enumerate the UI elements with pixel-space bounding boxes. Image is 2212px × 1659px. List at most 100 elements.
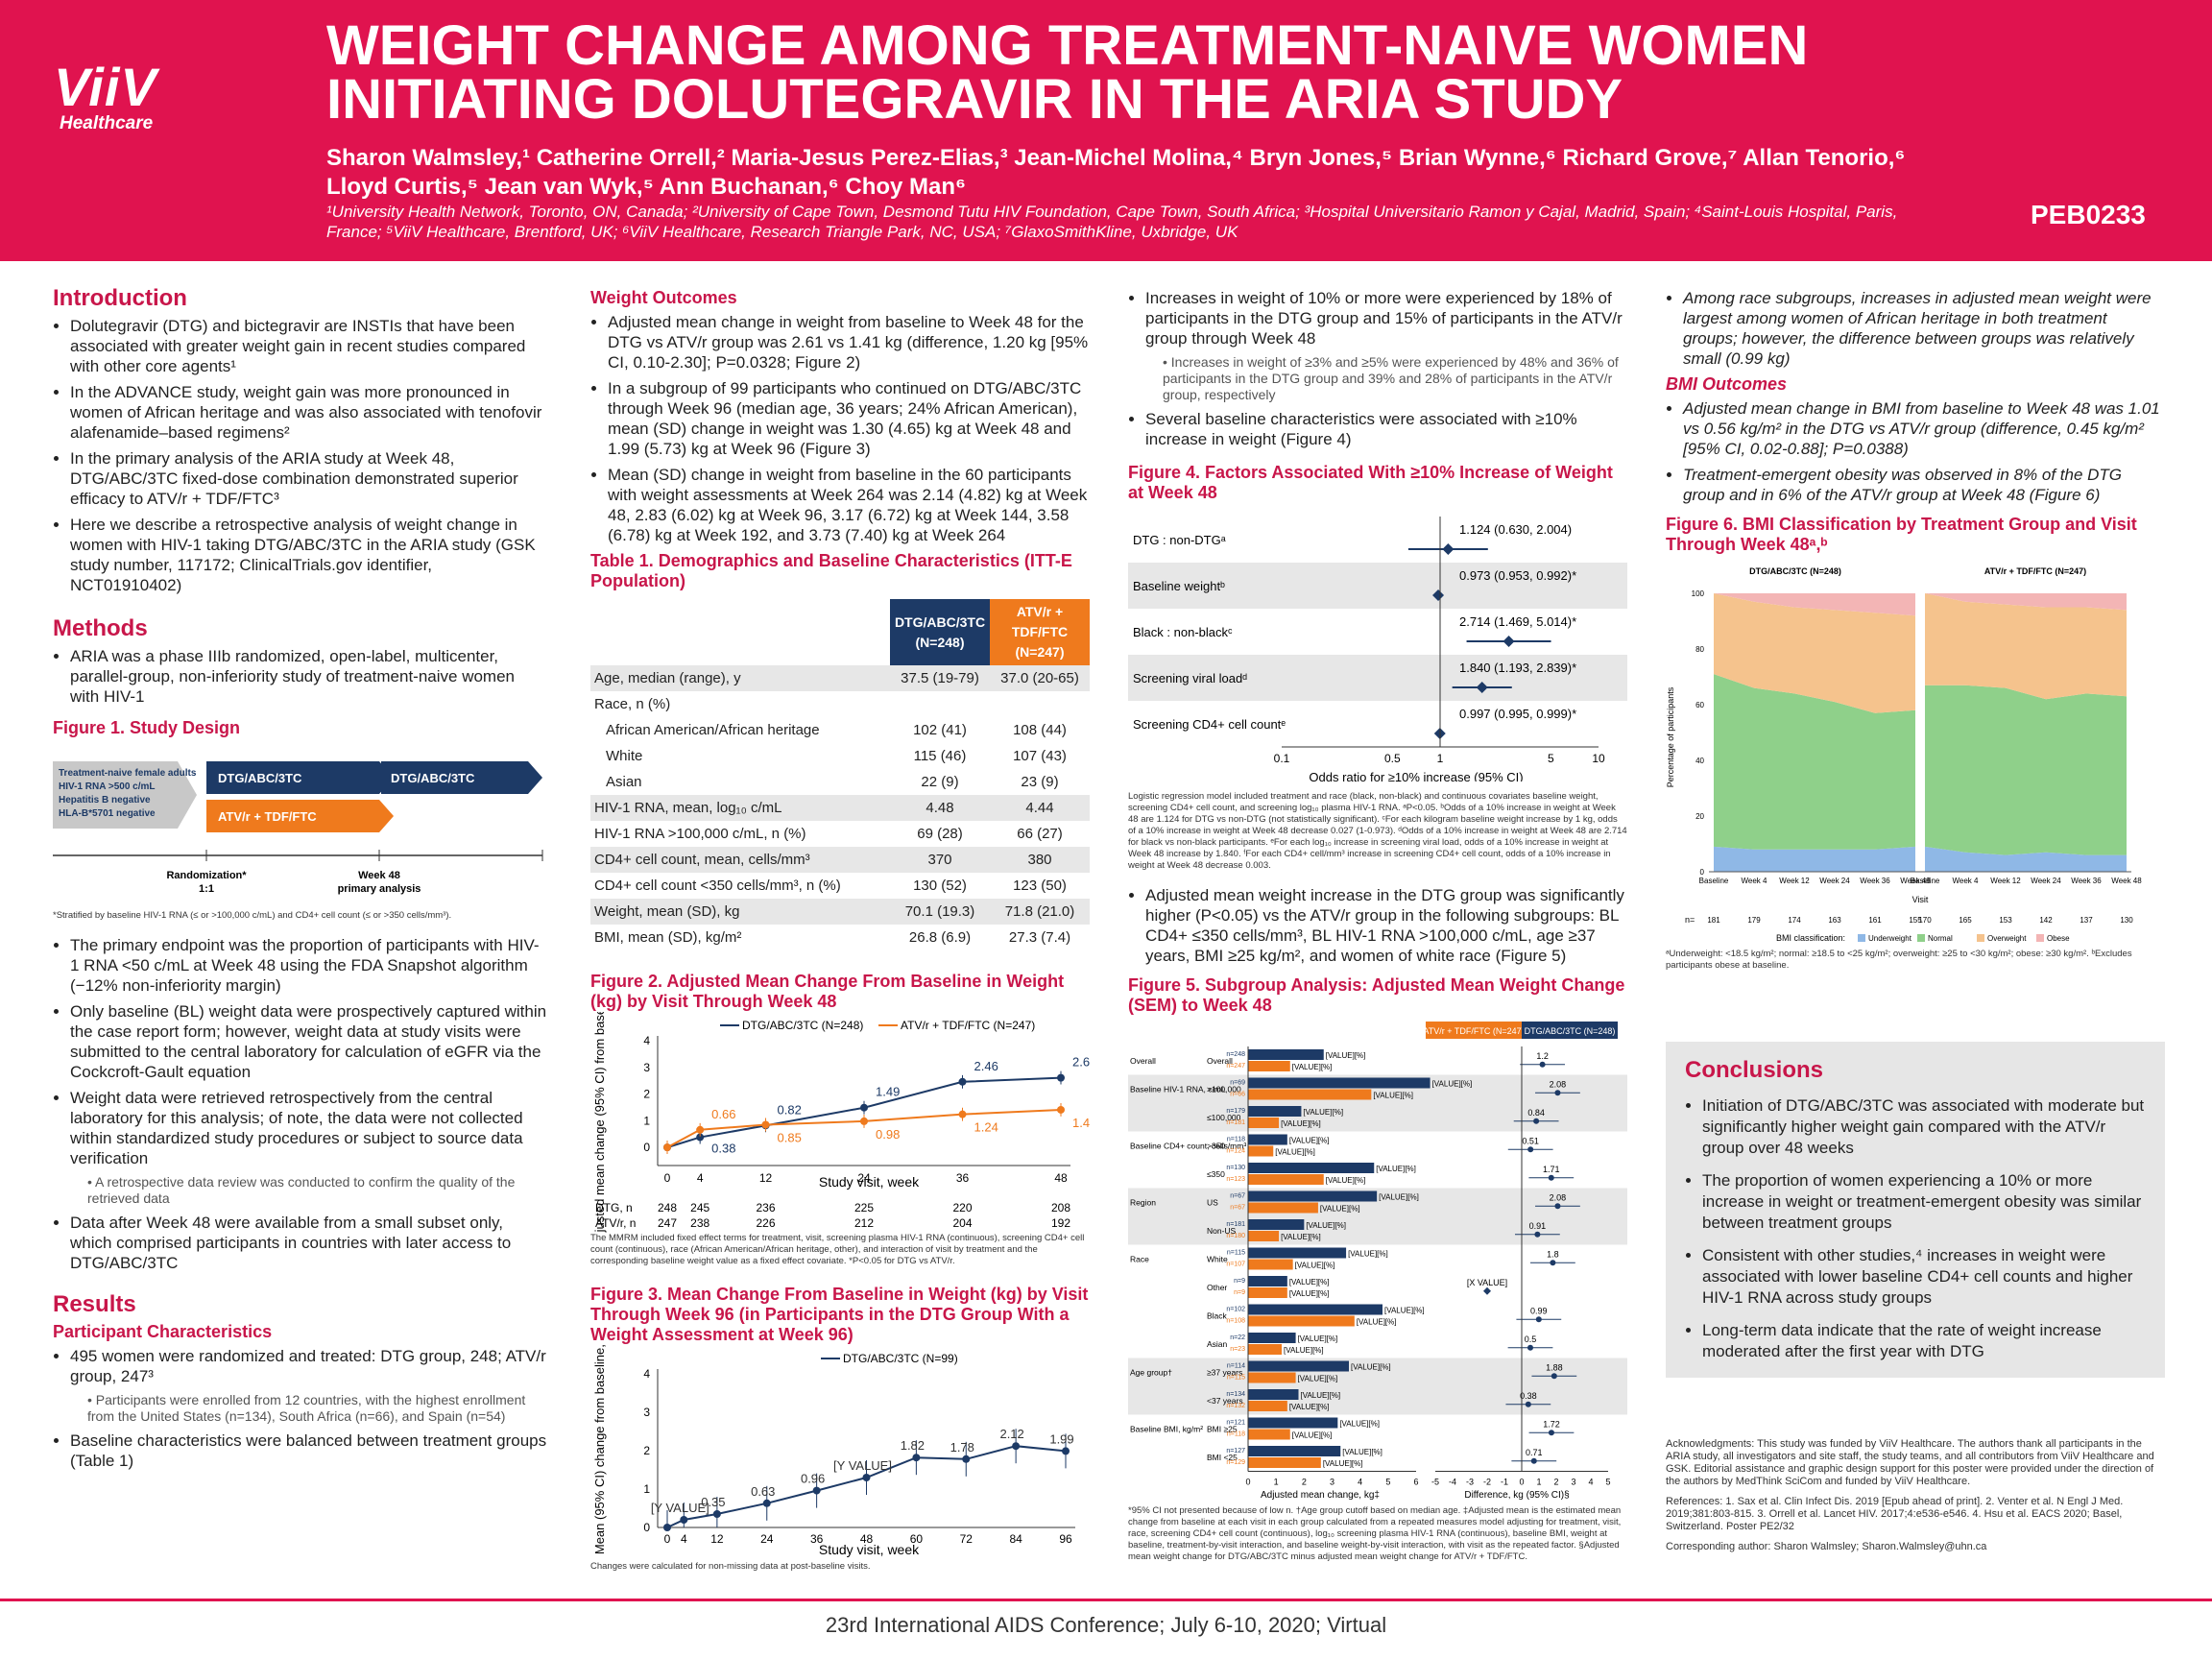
bar-label: [VALUE][%]	[1323, 1459, 1363, 1468]
x-tick-label: -3	[1466, 1478, 1474, 1487]
fig5-title: Figure 5. Subgroup Analysis: Adjusted Me…	[1128, 975, 1625, 1015]
list-item: Adjusted mean weight increase in the DTG…	[1145, 885, 1627, 966]
diff-point	[1527, 1344, 1533, 1351]
subgroup-label: US	[1207, 1197, 1218, 1207]
n-value: 236	[756, 1201, 775, 1214]
diff-point	[1530, 1457, 1537, 1464]
legend-label: Obese	[2047, 934, 2070, 943]
data-point	[680, 1516, 688, 1524]
fig5-legend-atv-box	[1426, 1022, 1522, 1039]
fig2-note: The MMRM included fixed effect terms for…	[590, 1233, 1085, 1266]
data-label: 1.49	[876, 1085, 900, 1099]
table-row: Age, median (range), y 37.5 (19-79) 37.0 (…	[590, 665, 1090, 691]
fig5-note: *95% CI not presented because of low n. …	[1128, 1505, 1622, 1562]
n-label: n=127	[1226, 1448, 1245, 1455]
fig4-plot-area: DTG : non-DTGᵃ 1.124 (0.630, 2.004) Baseli…	[1128, 517, 1627, 765]
list-item: Dolutegravir (DTG) and bictegravir are I…	[70, 316, 547, 376]
x-tick-label: 4	[697, 1171, 704, 1185]
n-label: n=67	[1230, 1205, 1245, 1212]
fig2-plot-area: 0123404122436480.380.821.492.462.610.660…	[643, 1034, 1090, 1185]
estimate-label: 0.997 (0.995, 0.999)*	[1459, 707, 1576, 721]
data-point	[962, 1455, 971, 1463]
legend-swatch	[1917, 934, 1925, 942]
table-row: White 115 (46) 107 (43)	[606, 748, 1067, 764]
group-label: Baseline HIV-1 RNA, c/mL	[1130, 1084, 1226, 1094]
n-value: 165	[1959, 916, 1972, 925]
dtg-bar	[1248, 1106, 1302, 1117]
data-label: 1.24	[974, 1120, 998, 1135]
subgroup-label: Other	[1207, 1283, 1227, 1292]
subgroup-label: >100,000	[1207, 1084, 1241, 1094]
fig2-legend-dtg: DTG/ABC/3TC (N=248)	[742, 1019, 863, 1032]
atv-bar	[1248, 1315, 1355, 1327]
dtg-bar	[1248, 1333, 1296, 1343]
fig6-ylabel: Percentage of participants	[1666, 686, 1675, 787]
estimate-label: 0.973 (0.953, 0.992)*	[1459, 568, 1576, 583]
fig4-xlabel: Odds ratio for ≥10% increase (95% CI)	[1309, 770, 1523, 781]
area-obese	[1714, 593, 1915, 616]
data-label: 2.12	[999, 1427, 1023, 1441]
column-1: Introduction Dolutegravir (DTG) and bict…	[53, 287, 547, 1477]
authors: Sharon Walmsley,¹ Catherine Orrell,² Mar…	[326, 145, 1906, 200]
x-tick-label: -4	[1449, 1478, 1456, 1487]
fig1-footnote: *Stratified by baseline HIV-1 RNA (≤ or …	[53, 910, 452, 921]
ratio-label: 1:1	[199, 883, 214, 895]
poster-header	[0, 0, 2212, 261]
randomization-label: Randomization*	[166, 870, 247, 881]
x-tick-label: -5	[1431, 1478, 1439, 1487]
n-value: 137	[2080, 916, 2093, 925]
x-tick-label: 12	[710, 1532, 724, 1546]
table-row: CD4+ cell count, mean, cells/mm³ 370 380	[590, 847, 1090, 873]
fig5-plot-area: Overall Overalln=248n=247[VALUE][%][VALUE…	[1128, 1046, 1627, 1487]
diff-label: 1.8	[1547, 1249, 1559, 1259]
fig3-note: Changes were calculated for non-missing …	[590, 1561, 871, 1572]
study-design-diagram: Treatment-naive female adults HIV-1 RNA …	[53, 761, 543, 895]
n-label: n=181	[1226, 1119, 1245, 1126]
table1-title: Table 1. Demographics and Baseline Chara…	[590, 551, 1072, 590]
data-label: 0.98	[876, 1127, 900, 1142]
group-label: Region	[1130, 1197, 1156, 1207]
bar-label: [VALUE][%]	[1298, 1334, 1338, 1343]
group-label: Baseline BMI, kg/m²	[1130, 1424, 1203, 1433]
diff-label: 0.38	[1520, 1391, 1537, 1401]
list-item: Baseline characteristics were balanced b…	[70, 1431, 547, 1471]
y-tick-label: 0	[643, 1521, 650, 1534]
list-item: Long-term data indicate that the rate of…	[1702, 1320, 2146, 1362]
forest-row-label: Black : non-blackᶜ	[1133, 625, 1233, 639]
legend-swatch	[1858, 934, 1865, 942]
dtg-bar	[1248, 1304, 1382, 1315]
data-point	[912, 1454, 921, 1462]
n-label: n=129	[1226, 1459, 1245, 1466]
n-value: 220	[952, 1201, 972, 1214]
atv-bar	[1248, 1118, 1280, 1128]
col3-list-2: Adjusted mean weight increase in the DTG…	[1128, 885, 1627, 966]
fig2-n-label-atv: ATV/r, n	[595, 1216, 636, 1230]
n-value: 208	[1051, 1201, 1070, 1214]
list-item: 495 women were randomized and treated: D…	[70, 1346, 547, 1386]
n-label: n=124	[1226, 1148, 1245, 1155]
methods-list: ARIA was a phase IIIb randomized, open-l…	[53, 646, 547, 707]
subgroup-label: Asian	[1207, 1339, 1228, 1349]
forest-row-label: Baseline weightᵇ	[1133, 579, 1225, 593]
x-tick-label: 36	[956, 1171, 970, 1185]
area-normal	[1925, 685, 2127, 855]
x-tick-label: Week 4	[1742, 877, 1768, 885]
list-sub-item: • Participants were enrolled from 12 cou…	[87, 1392, 526, 1424]
fig4-title: Figure 4. Factors Associated With ≥10% I…	[1128, 463, 1613, 502]
bar-label: [VALUE][%]	[1292, 1431, 1333, 1440]
n-value: 170	[1918, 916, 1932, 925]
estimate-marker	[1503, 636, 1515, 647]
x-tick-label: 5	[1548, 752, 1554, 765]
subgroup-label: Overall	[1207, 1056, 1233, 1066]
list-item: Mean (SD) change in weight from baseline…	[608, 465, 1090, 545]
dtg-bar	[1248, 1077, 1431, 1089]
fig2-n-label-dtg: DTG, n	[595, 1201, 633, 1214]
n-label: n=132	[1226, 1403, 1245, 1409]
x-tick-label: Baseline	[1911, 877, 1940, 885]
data-point	[762, 1499, 771, 1507]
bar-label: [VALUE][%]	[1306, 1221, 1346, 1230]
dtg-bar	[1248, 1163, 1375, 1173]
x-tick-label: 96	[1059, 1532, 1072, 1546]
fig6-panel2-title: ATV/r + TDF/FTC (N=247)	[1984, 566, 2086, 576]
diff-point	[1551, 1373, 1557, 1380]
